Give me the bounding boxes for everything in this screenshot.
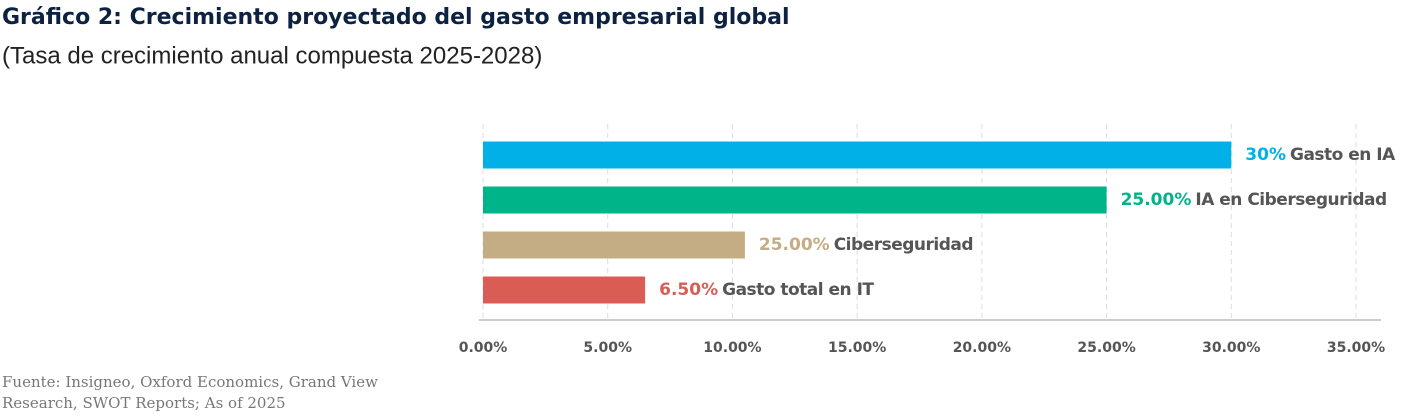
x-tick-label: 0.00% bbox=[459, 340, 508, 356]
category-label: Gasto en IA bbox=[1290, 145, 1396, 165]
x-tick-label: 35.00% bbox=[1327, 340, 1385, 356]
source-note: Research, SWOT Reports; As of 2025 bbox=[2, 394, 286, 412]
chart-subtitle: (Tasa de crecimiento anual compuesta 202… bbox=[2, 42, 542, 69]
category-label: Gasto total en IT bbox=[722, 280, 874, 300]
x-tick-label: 30.00% bbox=[1202, 340, 1260, 356]
x-tick-label: 20.00% bbox=[953, 340, 1011, 356]
value-label: 25.00% bbox=[1121, 190, 1192, 210]
value-label: 25.00% bbox=[759, 235, 830, 255]
x-tick-label: 25.00% bbox=[1077, 340, 1135, 356]
bar bbox=[483, 231, 745, 259]
value-label: 6.50% bbox=[659, 280, 718, 300]
bar bbox=[483, 276, 646, 304]
category-label: Ciberseguridad bbox=[834, 235, 973, 255]
x-tick-label: 15.00% bbox=[828, 340, 886, 356]
chart-title: Gráfico 2: Crecimiento proyectado del ga… bbox=[2, 5, 790, 30]
x-tick-label: 5.00% bbox=[583, 340, 632, 356]
category-label: IA en Ciberseguridad bbox=[1195, 190, 1386, 210]
bar bbox=[483, 186, 1107, 214]
value-label: 30% bbox=[1245, 145, 1286, 165]
bar bbox=[483, 141, 1232, 169]
x-tick-label: 10.00% bbox=[703, 340, 761, 356]
source-note: Fuente: Insigneo, Oxford Economics, Gran… bbox=[2, 373, 378, 391]
